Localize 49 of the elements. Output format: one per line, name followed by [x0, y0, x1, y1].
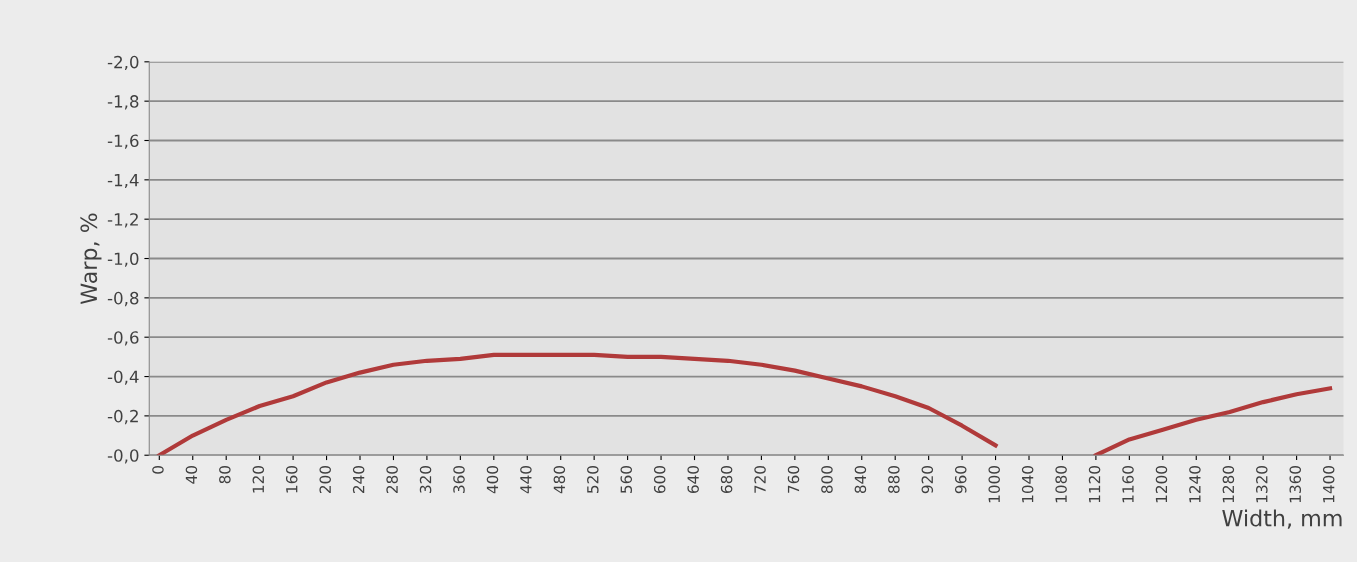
x-tick-label: 1120	[1088, 465, 1101, 503]
x-tick-label: 960	[954, 465, 967, 494]
x-axis-title: Width, mm	[1222, 509, 1342, 529]
x-tick-label: 120	[252, 465, 265, 493]
x-tick-label: 640	[687, 465, 699, 494]
y-tick-label: -0,8	[107, 291, 139, 307]
x-tick-label: 320	[419, 465, 432, 493]
y-tick-label: -1,2	[107, 213, 138, 228]
x-tick-label: 400	[486, 465, 499, 494]
y-axis-title: Warp, %	[80, 213, 102, 305]
x-tick-label: 1200	[1155, 465, 1168, 503]
x-tick-label: 1400	[1322, 465, 1335, 503]
x-tick-label: 1040	[1021, 465, 1034, 503]
y-tick-label: -2,0	[107, 55, 139, 71]
x-tick-label: 40	[185, 465, 198, 484]
y-tick-label: -1,0	[107, 252, 139, 267]
x-tick-label: 1360	[1289, 465, 1302, 503]
y-tick-label: -0,6	[107, 331, 139, 346]
x-tick-label: 1240	[1189, 465, 1201, 503]
x-tick-label: 920	[921, 465, 934, 494]
y-tick-label: -1,4	[107, 174, 139, 189]
x-tick-label: 80	[219, 465, 231, 484]
x-tick-label: 440	[520, 465, 532, 494]
x-tick-label: 480	[553, 465, 566, 494]
y-tick-label: -0,0	[107, 449, 139, 464]
x-tick-label: 840	[854, 465, 867, 494]
x-tick-label: 200	[319, 465, 331, 493]
x-tick-label: 1160	[1122, 465, 1134, 503]
x-tick-label: 1000	[988, 465, 1000, 503]
x-tick-label: 560	[620, 465, 633, 493]
x-tick-label: 160	[285, 465, 298, 493]
x-tick-label: 720	[754, 465, 766, 493]
x-tick-label: 600	[653, 465, 666, 494]
x-tick-label: 0	[152, 465, 164, 474]
x-tick-label: 520	[587, 465, 599, 493]
y-tick-label: -1,6	[107, 134, 139, 149]
x-tick-label: 760	[787, 465, 800, 493]
x-tick-label: 360	[453, 465, 465, 493]
x-tick-label: 1080	[1055, 465, 1067, 503]
x-tick-label: 1320	[1256, 465, 1268, 503]
x-tick-label: 240	[352, 465, 365, 493]
x-tick-label: 1280	[1222, 465, 1235, 503]
x-tick-label: 800	[821, 465, 833, 494]
x-tick-label: 880	[888, 465, 900, 494]
x-tick-label: 280	[386, 465, 398, 493]
x-tick-label: 680	[720, 465, 733, 494]
y-tick-label: -1,8	[107, 95, 139, 110]
y-tick-label: -0,4	[107, 370, 139, 385]
y-tick-label: -0,2	[107, 409, 138, 425]
